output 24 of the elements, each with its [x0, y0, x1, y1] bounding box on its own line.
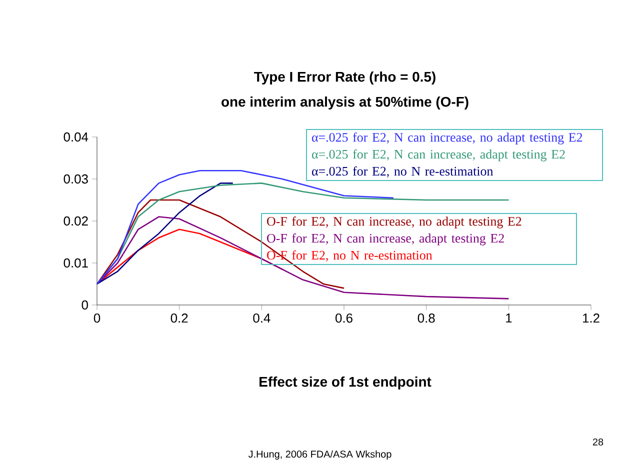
x-axis-title: Effect size of 1st endpoint [260, 376, 432, 390]
text: 28 [592, 438, 604, 446]
chart-subtitle: one interim analysis at 50%time (O-F) [222, 96, 468, 110]
text: α=.025 for E2, N can increase, adapt testing E2 [312, 149, 565, 162]
x-tick-label: 0.6 [336, 314, 352, 323]
x-tick-label: 0.4 [253, 314, 270, 323]
x-tick-label: 0.8 [418, 314, 435, 323]
line-series [96, 199, 345, 289]
y-tick-label: 0.03 [64, 174, 88, 184]
chart-title: Type I Error Rate (rho = 0.5) [254, 71, 436, 84]
series-label: O-F for E2, N can increase, adapt testing E2 [267, 233, 504, 246]
text: α=.025 for E2, N can increase, no adapt testing E2 [312, 132, 582, 144]
series-label: O-F for E2, N can increase, no adapt testing E2 [267, 216, 522, 228]
y-tick-label: 0.02 [64, 216, 88, 226]
x-tick-label: 0 [94, 314, 100, 323]
text: J.Hung, 2006 FDA/ASA Wkshop [248, 450, 392, 460]
line-series [96, 182, 234, 285]
text: α=.025 for E2, no N re-estimation [312, 166, 494, 178]
y-tick-label: 0.01 [64, 258, 88, 268]
y-tick-label: 0.04 [64, 132, 88, 142]
x-tick-label: 1.2 [582, 314, 600, 323]
x-tick-label: 0.2 [170, 314, 188, 323]
y-tick-label: 0 [82, 300, 88, 310]
x-tick-label: 1 [506, 314, 512, 322]
